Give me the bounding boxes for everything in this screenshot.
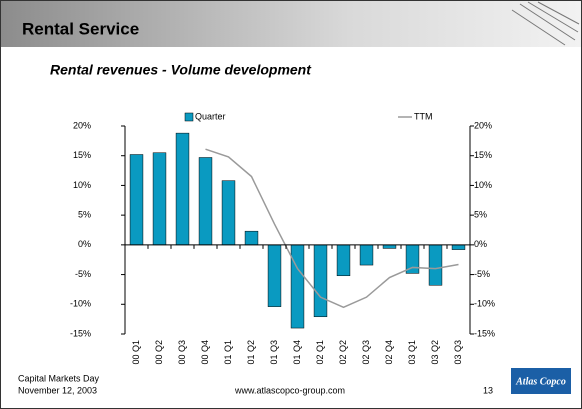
- y-tick-label: 10%: [73, 180, 91, 190]
- header-bar: [1, 1, 581, 47]
- bar: [359, 244, 374, 266]
- bar: [175, 132, 190, 246]
- bar: [244, 230, 259, 246]
- y-tick-label: 0%: [78, 239, 91, 249]
- x-tick-label: 02 Q2: [338, 340, 348, 365]
- bar: [152, 152, 167, 246]
- x-tick-label: 00 Q1: [131, 340, 141, 365]
- y-tick-label: 20%: [73, 120, 91, 130]
- bar: [129, 154, 144, 246]
- y-tick-label: -15%: [70, 328, 91, 338]
- legend-label: Quarter: [195, 111, 226, 121]
- x-tick-label: 02 Q4: [384, 340, 394, 365]
- logo: Atlas Copco: [515, 376, 566, 387]
- x-tick-label: 03 Q3: [453, 340, 463, 365]
- bar: [198, 157, 213, 246]
- page-number: 13: [483, 385, 493, 395]
- y2-tick-label: 5%: [474, 210, 487, 220]
- gear-decoration: [511, 1, 580, 46]
- ttm-line: [205, 148, 459, 309]
- x-tick-label: 01 Q1: [223, 340, 233, 365]
- x-tick-label: 01 Q3: [269, 340, 279, 365]
- x-tick-label: 00 Q4: [200, 340, 210, 365]
- legend-swatch: [184, 112, 194, 122]
- y2-tick-label: 15%: [474, 150, 492, 160]
- x-tick-label: 02 Q3: [361, 340, 371, 365]
- bar: [428, 244, 443, 286]
- bar: [313, 244, 328, 318]
- x-tick-label: 03 Q1: [407, 340, 417, 365]
- x-tick-label: 00 Q3: [177, 340, 187, 365]
- x-tick-label: 03 Q2: [430, 340, 440, 365]
- x-tick-label: 00 Q2: [154, 340, 164, 365]
- footer-event: Capital Markets Day: [18, 373, 100, 383]
- bar: [290, 244, 305, 329]
- y-tick-label: 15%: [73, 150, 91, 160]
- bar: [451, 244, 466, 250]
- y2-tick-label: 0%: [474, 239, 487, 249]
- slide-title: Rental Service: [22, 19, 139, 38]
- bar: [382, 244, 397, 249]
- y2-tick-label: -15%: [474, 328, 495, 338]
- y2-tick-label: 20%: [474, 120, 492, 130]
- x-tick-label: 01 Q4: [292, 340, 302, 365]
- bar: [336, 244, 351, 277]
- y2-tick-label: 10%: [474, 180, 492, 190]
- x-tick-label: 01 Q2: [246, 340, 256, 365]
- footer-date: November 12, 2003: [18, 385, 97, 395]
- y-tick-label: -5%: [75, 269, 91, 279]
- footer-url: www.atlascopco-group.com: [234, 385, 345, 395]
- y2-tick-label: -10%: [474, 299, 495, 309]
- y-tick-label: -10%: [70, 299, 91, 309]
- bar: [221, 180, 236, 246]
- legend-label: TTM: [414, 111, 433, 121]
- bar: [267, 244, 282, 307]
- logo-box: [511, 368, 571, 394]
- chart: -15% -10% -5% 0% 5% 10% 15% 20% -15% -10% -5% 0% 5% 1…: [70, 111, 495, 364]
- slide-subtitle: Rental revenues - Volume development: [50, 62, 312, 78]
- y2-tick-label: -5%: [474, 269, 490, 279]
- y-tick-label: 5%: [78, 210, 91, 220]
- x-tick-label: 02 Q1: [315, 340, 325, 365]
